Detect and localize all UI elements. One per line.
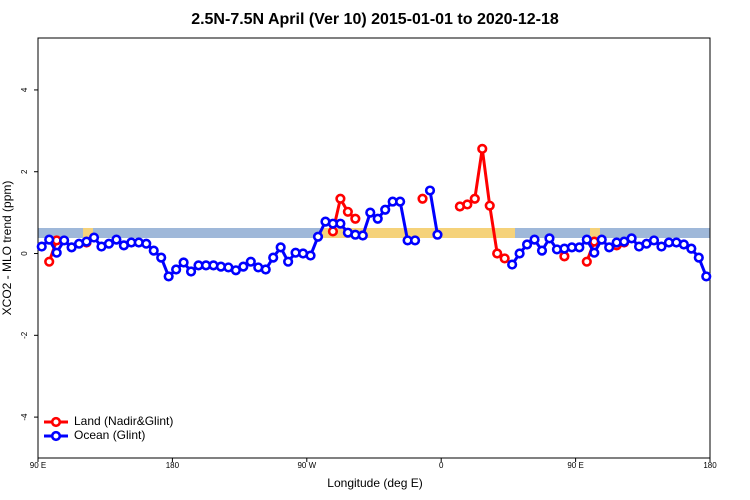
y-tick-label: 0: [20, 251, 29, 256]
data-point: [44, 256, 55, 267]
data-point: [596, 234, 607, 245]
y-tick-label: -2: [20, 331, 29, 339]
data-point: [477, 143, 488, 154]
data-point: [312, 231, 324, 242]
y-tick-label: 4: [20, 87, 29, 92]
data-point: [417, 193, 428, 204]
x-axis-label: Longitude (deg E): [327, 476, 422, 490]
data-point: [171, 264, 182, 275]
y-axis-label: XCO2 - MLO trend (ppm): [0, 181, 14, 316]
data-point: [469, 193, 480, 204]
data-point: [559, 251, 570, 262]
data-point: [357, 230, 368, 241]
data-point: [484, 200, 495, 211]
data-point: [462, 199, 473, 210]
data-point: [521, 239, 533, 250]
data-point: [141, 238, 152, 249]
land-band: [83, 228, 93, 238]
data-point: [626, 233, 637, 244]
data-point: [156, 252, 167, 263]
data-point: [238, 261, 249, 272]
data-point: [327, 226, 339, 237]
data-point: [499, 253, 510, 264]
data-point: [283, 256, 294, 267]
data-point: [335, 218, 346, 229]
data-point: [230, 265, 241, 276]
data-point: [648, 235, 660, 246]
data-point: [574, 242, 585, 253]
x-tick-label: 90 W: [297, 461, 316, 470]
x-tick-label: 180: [703, 461, 717, 470]
data-point: [305, 250, 316, 261]
data-point: [245, 256, 256, 267]
data-point: [88, 232, 100, 243]
data-point: [395, 196, 406, 207]
data-point: [589, 247, 600, 258]
data-point: [185, 266, 197, 277]
data-point: [81, 236, 92, 247]
data-point: [544, 233, 555, 244]
data-point: [656, 241, 667, 252]
data-point: [678, 239, 689, 250]
data-point: [44, 234, 55, 245]
x-tick-label: 90 E: [567, 461, 583, 470]
data-point: [604, 242, 615, 253]
data-point: [432, 229, 443, 240]
legend-marker: [50, 430, 62, 442]
data-point: [342, 206, 353, 217]
data-point: [529, 234, 540, 245]
data-point: [103, 238, 115, 249]
data-point: [275, 242, 286, 253]
data-point: [268, 252, 279, 263]
data-point: [693, 252, 704, 263]
data-point: [507, 259, 518, 270]
data-point: [260, 264, 271, 275]
data-point: [148, 245, 159, 256]
data-point: [409, 235, 421, 246]
x-tick-label: 180: [166, 461, 180, 470]
data-point: [335, 193, 346, 204]
data-point: [51, 247, 62, 258]
legend-label: Ocean (Glint): [74, 428, 145, 442]
data-point: [163, 271, 174, 282]
data-point: [111, 234, 122, 245]
data-point: [701, 271, 712, 282]
data-point: [536, 245, 548, 256]
data-point: [514, 248, 525, 259]
data-point: [66, 242, 77, 253]
land-band: [320, 228, 515, 238]
x-tick-label: 90 E: [30, 461, 46, 470]
data-point: [36, 241, 47, 252]
data-point: [581, 256, 592, 267]
data-point: [59, 235, 70, 246]
data-point: [350, 213, 361, 224]
data-point: [178, 257, 189, 268]
data-point: [686, 243, 697, 254]
x-tick-label: 0: [439, 461, 444, 470]
y-tick-label: -4: [20, 413, 29, 421]
land-band: [590, 228, 600, 238]
y-tick-label: 2: [20, 169, 29, 174]
data-point: [380, 204, 391, 215]
data-point: [581, 234, 592, 245]
legend-label: Land (Nadir&Glint): [74, 414, 173, 428]
data-point: [365, 207, 376, 218]
data-point: [424, 185, 436, 196]
legend-marker: [50, 416, 62, 428]
data-point: [372, 213, 383, 224]
data-point: [492, 248, 503, 259]
chart-title: 2.5N-7.5N April (Ver 10) 2015-01-01 to 2…: [191, 11, 559, 28]
